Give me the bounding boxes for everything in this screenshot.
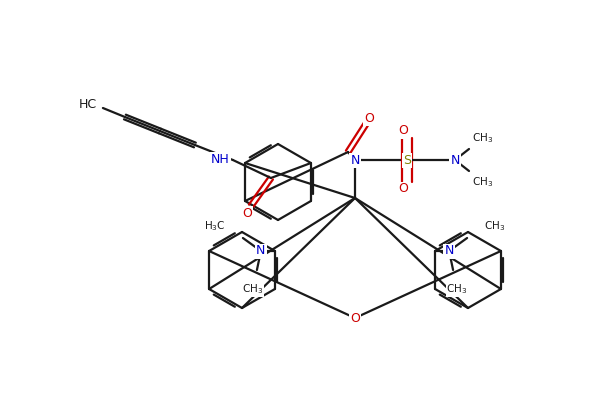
Text: NH: NH: [211, 154, 230, 166]
Text: N: N: [451, 154, 460, 166]
Text: N: N: [350, 154, 359, 166]
Text: N: N: [445, 244, 454, 258]
Text: O: O: [350, 312, 360, 324]
Text: O: O: [242, 208, 252, 220]
Text: H$_3$C: H$_3$C: [205, 219, 226, 233]
Text: HC: HC: [79, 98, 97, 112]
Text: N: N: [256, 244, 266, 258]
Text: O: O: [364, 112, 374, 124]
Text: CH$_3$: CH$_3$: [446, 282, 467, 296]
Text: CH$_3$: CH$_3$: [484, 219, 505, 233]
Text: O: O: [398, 124, 408, 138]
Text: CH$_3$: CH$_3$: [472, 131, 494, 145]
Text: O: O: [398, 182, 408, 196]
Text: CH$_3$: CH$_3$: [472, 175, 494, 189]
Text: CH$_3$: CH$_3$: [242, 282, 263, 296]
Text: S: S: [403, 154, 411, 166]
